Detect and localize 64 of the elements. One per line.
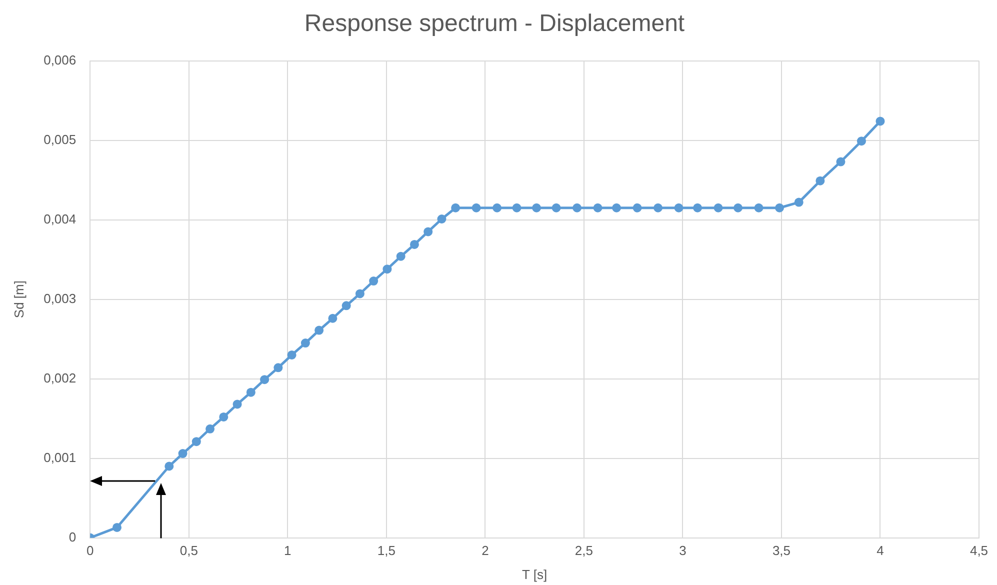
y-tick-label: 0,002 (44, 370, 76, 386)
point (424, 227, 433, 236)
point (287, 350, 296, 360)
point (342, 301, 351, 310)
point (178, 449, 188, 458)
point (593, 203, 602, 212)
point (693, 203, 702, 212)
point (492, 203, 502, 212)
point (632, 203, 642, 212)
y-axis-title: Sd [m] (11, 280, 26, 318)
point (451, 203, 460, 212)
point (552, 203, 561, 212)
point (355, 289, 364, 298)
point (246, 388, 256, 397)
point (396, 252, 406, 261)
point (612, 203, 622, 212)
point (794, 198, 804, 207)
x-axis-title: T [s] (522, 566, 548, 582)
point (754, 203, 764, 212)
point (836, 157, 846, 166)
x-tick-label: 3 (679, 543, 686, 558)
point (112, 522, 122, 532)
point (314, 326, 324, 335)
point (328, 314, 338, 323)
point (164, 462, 174, 471)
point (714, 203, 723, 212)
y-tick-label: 0,003 (44, 290, 76, 306)
point (437, 214, 446, 224)
x-tick-label: 3,5 (772, 543, 791, 558)
point (300, 338, 310, 348)
point (206, 424, 215, 434)
x-tick-label: 2 (482, 543, 489, 558)
chart-title: Response spectrum - Displacement (304, 10, 685, 38)
x-tick-label: 0 (86, 543, 94, 558)
point (532, 203, 542, 212)
point (260, 375, 270, 384)
x-tick-label: 1 (284, 543, 292, 558)
point (274, 363, 283, 372)
point (192, 437, 201, 446)
y-tick-label: 0,005 (44, 132, 76, 147)
x-tick-label: 1,5 (377, 543, 396, 558)
x-tick-label: 4,5 (970, 543, 988, 558)
point (232, 400, 242, 409)
point (816, 176, 825, 186)
y-tick-label: 0,004 (44, 211, 76, 226)
point (472, 203, 481, 212)
point (382, 264, 392, 274)
point (856, 136, 866, 146)
point (876, 116, 885, 126)
point (654, 203, 663, 212)
point (572, 203, 582, 212)
point (410, 240, 419, 249)
point (512, 203, 522, 212)
point (775, 203, 784, 212)
point (219, 412, 228, 422)
y-tick-label: 0 (68, 529, 76, 544)
x-tick-label: 2,5 (574, 543, 593, 558)
point (674, 203, 684, 212)
y-tick-label: 0,001 (44, 450, 76, 465)
point (734, 203, 743, 212)
point (369, 276, 378, 286)
y-tick-label: 0,006 (44, 52, 76, 68)
x-tick-label: 4 (876, 543, 884, 558)
x-tick-label: 0,5 (180, 543, 198, 558)
